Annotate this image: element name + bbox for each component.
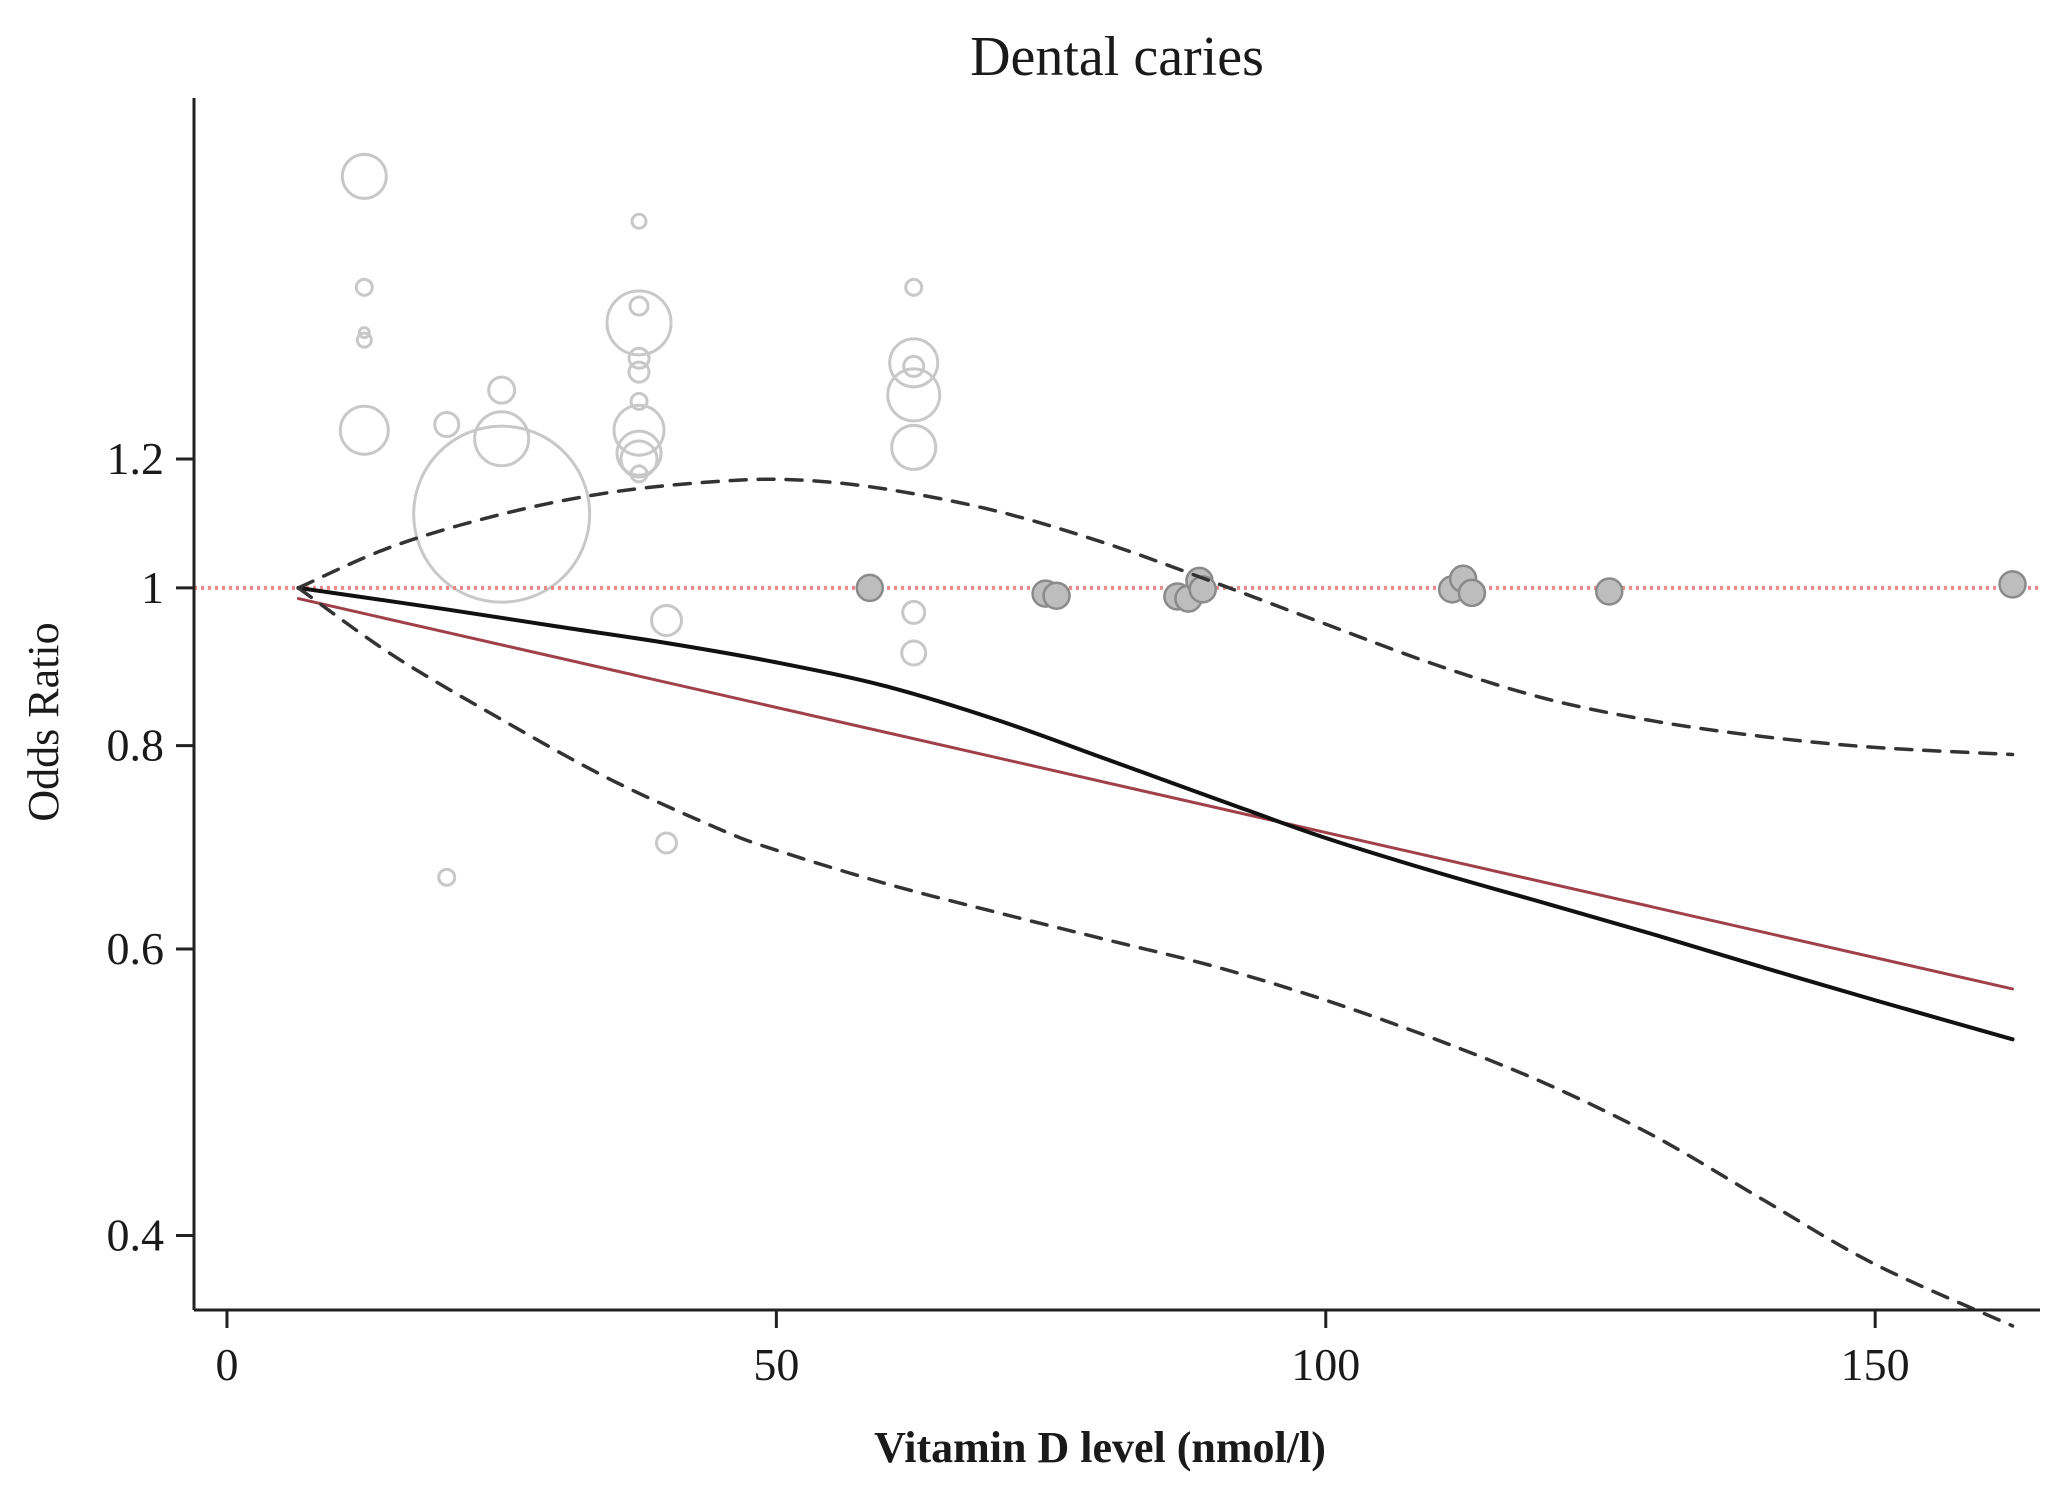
study-point xyxy=(627,360,651,384)
study-point xyxy=(629,464,649,484)
linear-trend-line xyxy=(296,597,2015,991)
y-tick-label: 0.4 xyxy=(107,1210,165,1261)
points-layer xyxy=(338,152,942,887)
pooled-point xyxy=(1042,581,1071,610)
x-tick-label: 0 xyxy=(215,1339,238,1390)
y-tick-label: 0.8 xyxy=(107,720,165,771)
study-point xyxy=(627,346,651,370)
study-point xyxy=(888,337,940,389)
study-point xyxy=(340,152,388,200)
y-tick-label: 1 xyxy=(141,562,164,613)
lower-ci-line xyxy=(296,586,2015,1328)
study-point xyxy=(619,439,659,479)
study-point xyxy=(630,212,648,230)
axes xyxy=(192,98,2040,1312)
study-point xyxy=(900,639,928,667)
study-point xyxy=(487,375,517,405)
study-point xyxy=(473,410,531,468)
chart-title: Dental caries xyxy=(970,26,1264,88)
lines-layer xyxy=(296,477,2015,1328)
study-point xyxy=(338,404,390,456)
upper-ci-line xyxy=(296,477,2015,757)
study-point xyxy=(628,295,650,317)
study-point xyxy=(654,831,678,855)
x-tick-label: 150 xyxy=(1841,1339,1910,1390)
study-point xyxy=(612,403,666,457)
study-point xyxy=(649,603,683,637)
x-tick-label: 50 xyxy=(753,1339,799,1390)
study-point xyxy=(902,354,926,378)
study-point xyxy=(433,411,461,439)
x-axis-title: Vitamin D level (nmol/l) xyxy=(874,1423,1326,1472)
pooled-points-layer xyxy=(855,564,2027,613)
ticks-layer: 0 50 100 150 0.4 0.6 0.8 1 1.2 xyxy=(107,433,1910,1390)
study-point xyxy=(437,867,457,887)
pooled-point xyxy=(1457,578,1487,608)
x-tick-label: 100 xyxy=(1291,1339,1360,1390)
study-point xyxy=(357,326,371,340)
study-point xyxy=(886,367,942,423)
pooled-point xyxy=(855,573,885,603)
study-point xyxy=(615,429,663,477)
pooled-point xyxy=(1998,570,2027,599)
spline-estimate-line xyxy=(296,585,2015,1042)
pooled-point xyxy=(1188,575,1217,604)
study-point xyxy=(629,391,649,411)
y-axis-title: Odds Ratio xyxy=(19,622,68,821)
study-point xyxy=(355,331,373,349)
study-point xyxy=(412,424,592,604)
pooled-point xyxy=(1595,577,1624,606)
y-tick-label: 0.6 xyxy=(107,923,165,974)
study-point xyxy=(605,289,673,357)
study-point xyxy=(904,277,924,297)
study-point xyxy=(890,423,938,471)
study-point xyxy=(901,599,927,625)
study-point xyxy=(354,277,374,297)
y-tick-label: 1.2 xyxy=(107,433,165,484)
